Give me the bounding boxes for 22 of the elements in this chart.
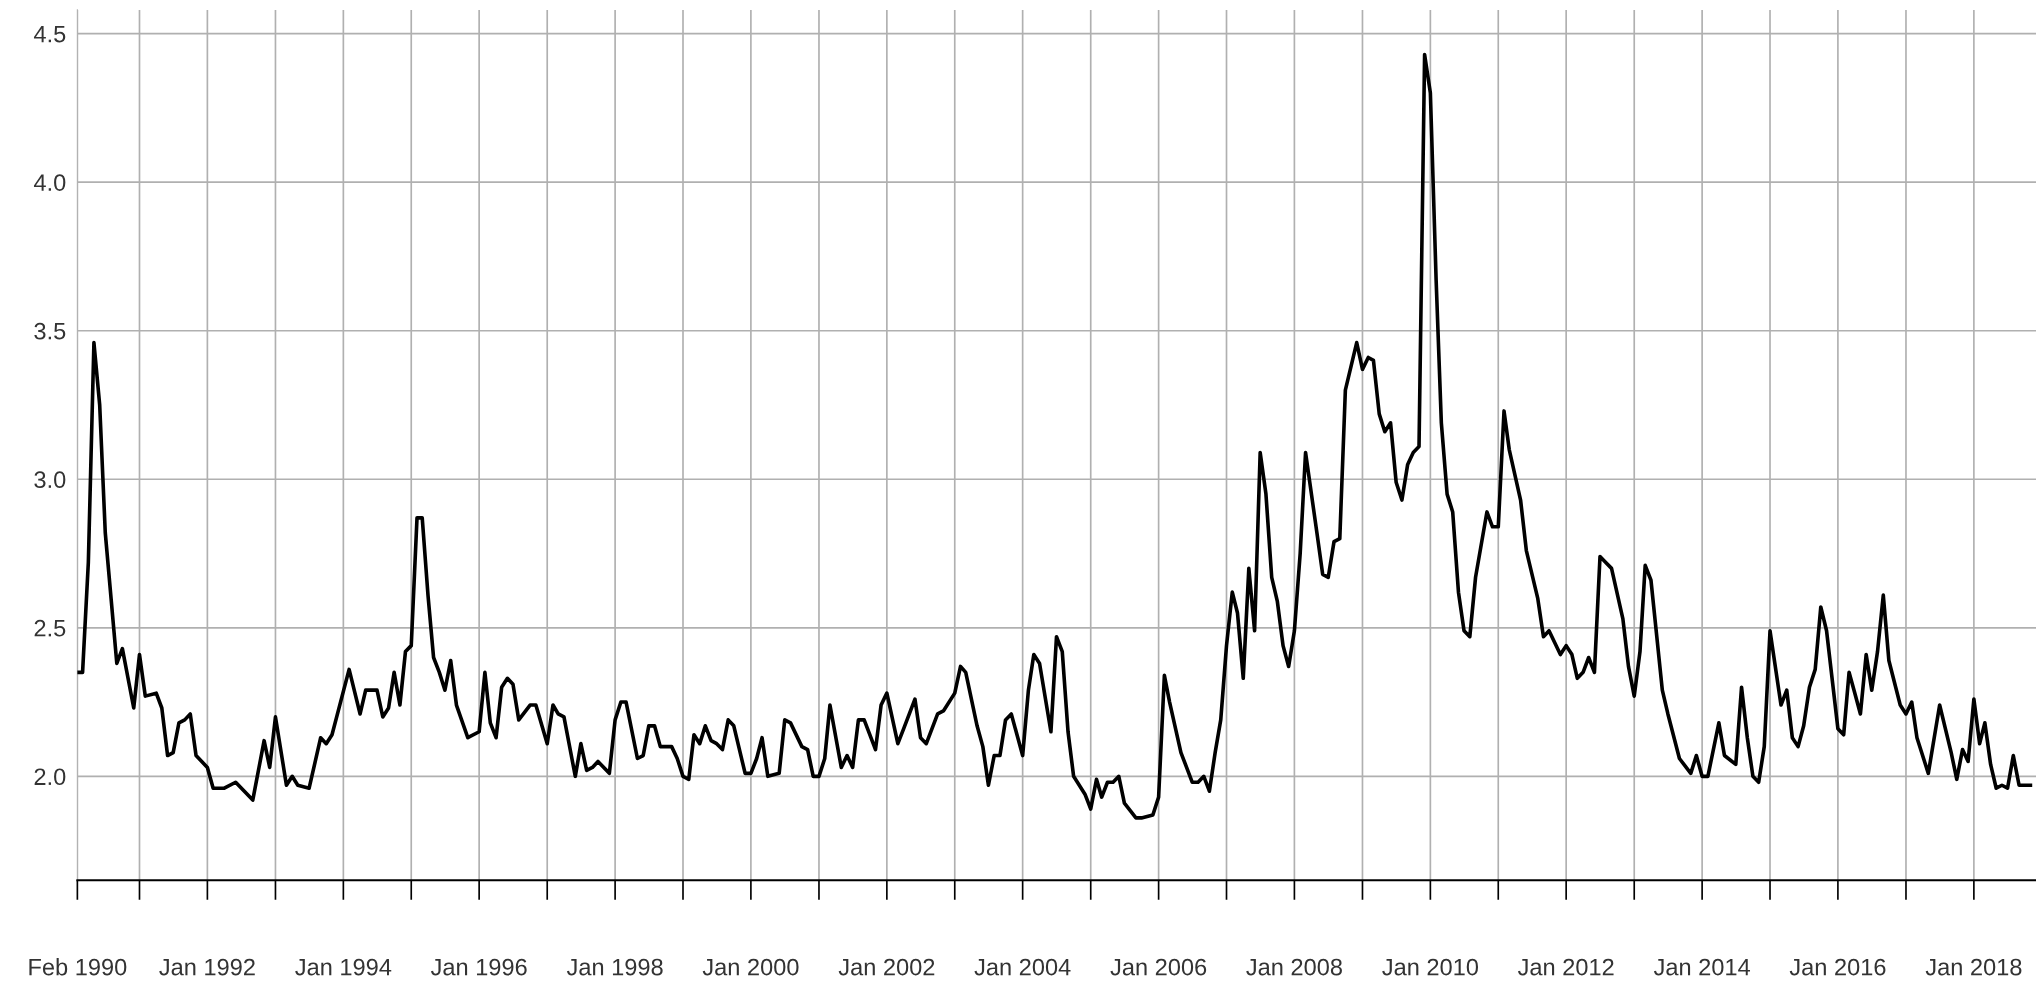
x-tick-label: Jan 2012 — [1517, 958, 1614, 976]
x-tick-label: Jan 2014 — [1653, 958, 1751, 976]
x-tick-label: Jan 2004 — [974, 958, 1071, 976]
x-tick-label: Jan 2010 — [1382, 958, 1479, 976]
line-series — [77, 52, 2033, 820]
y-tick-label: 2.5 — [34, 619, 66, 637]
x-tick-label: Jan 2000 — [702, 958, 799, 976]
x-tick-label: Jan 1994 — [295, 958, 392, 976]
x-tick-label: Jan 2018 — [1925, 958, 2022, 976]
x-tick-label: Jan 2016 — [1789, 958, 1886, 976]
x-tick-label: Jan 1992 — [159, 958, 255, 976]
y-tick-label: 3.5 — [34, 322, 66, 340]
x-tick-label: Jan 2006 — [1110, 958, 1207, 976]
y-tick-label: 3.0 — [34, 471, 66, 489]
x-tick-label: Jan 1998 — [566, 958, 663, 976]
y-tick-label: 2.0 — [34, 768, 66, 786]
x-tick-label: Jan 2002 — [838, 958, 935, 976]
y-tick-label: 4.5 — [33, 25, 66, 43]
x-tick-label: Jan 1996 — [430, 958, 527, 976]
x-tick-label: Feb 1990 — [29, 958, 127, 976]
x-tick-label: Jan 2008 — [1246, 958, 1342, 976]
y-tick-label: 4.0 — [33, 174, 66, 191]
